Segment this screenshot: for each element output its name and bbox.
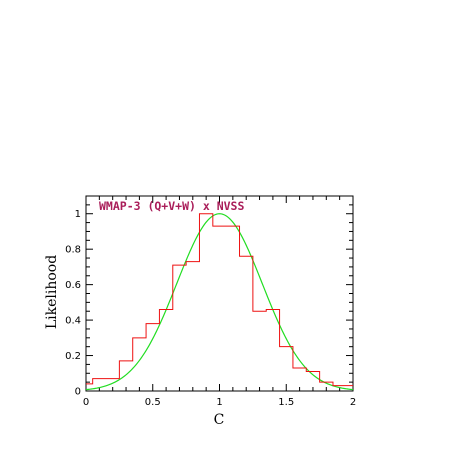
plot-frame xyxy=(85,195,354,392)
y-tick-label: 0 xyxy=(75,387,81,398)
y-tick-label: 0.2 xyxy=(65,351,81,362)
gaussian-fit-line xyxy=(85,213,354,391)
x-tick-label: 1.5 xyxy=(278,397,294,408)
x-tick-label: 0.5 xyxy=(145,397,161,408)
x-axis-label: C xyxy=(214,412,225,428)
x-tick-label: 1 xyxy=(216,397,222,408)
plot-area: 0 0.5 1 1.5 2 0 0.2 0.4 0.6 0.8 1 xyxy=(65,195,356,408)
chart-annotation: WMAP-3 (Q+V+W) x NVSS xyxy=(99,199,244,213)
x-tick-label: 2 xyxy=(350,397,356,408)
y-tick-label: 1 xyxy=(75,209,81,220)
x-tick-label: 0 xyxy=(83,397,89,408)
y-axis-label: Likelihood xyxy=(44,255,60,329)
y-tick-label: 0.6 xyxy=(65,280,81,291)
y-tick-label: 0.4 xyxy=(65,316,81,327)
y-tick-label: 0.8 xyxy=(65,245,81,256)
histogram-step-line xyxy=(85,213,353,387)
